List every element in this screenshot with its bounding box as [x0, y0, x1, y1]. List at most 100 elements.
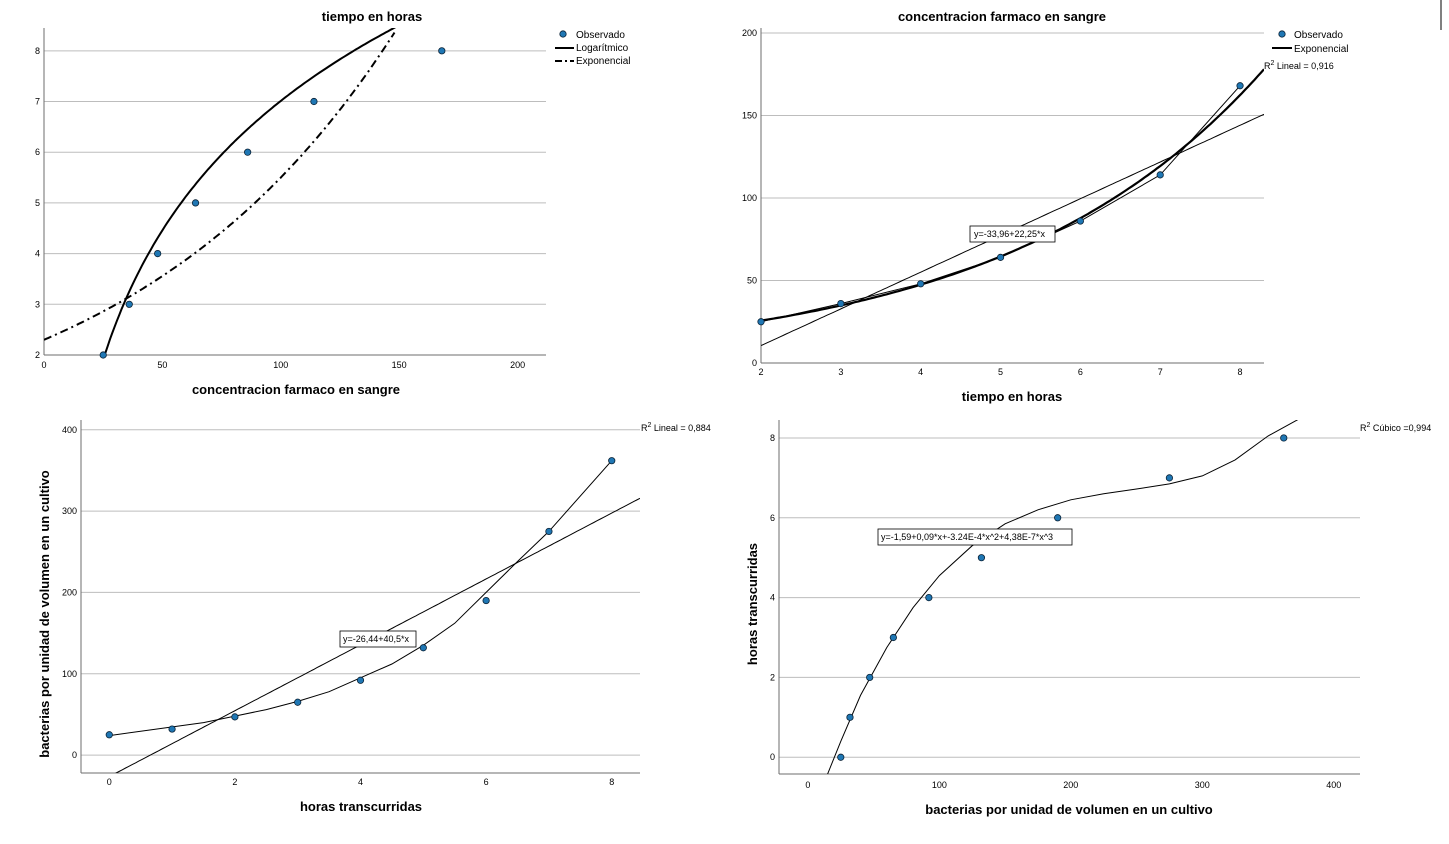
legend-observed-marker [559, 30, 567, 38]
y-tick-label: 7 [35, 97, 40, 107]
chart2-r2-label: R2 Lineal = 0,916 [1264, 60, 1334, 71]
y-tick-label: 2 [770, 672, 775, 682]
x-tick-label: 8 [1238, 367, 1243, 377]
y-tick-label: 8 [770, 433, 775, 443]
curve-cúbico [827, 420, 1299, 774]
x-tick-label: 2 [758, 367, 763, 377]
data-point [866, 673, 874, 682]
x-tick-label: 200 [1063, 780, 1078, 790]
data-point [757, 318, 765, 326]
legend-exp-label: Exponencial [576, 56, 630, 67]
data-point [917, 280, 925, 288]
y-tick-label: 4 [770, 593, 775, 603]
y-tick-label: 200 [742, 28, 757, 38]
x-tick-label: 0 [107, 777, 112, 787]
chart4-y-axis-label: horas transcurridas [745, 543, 760, 665]
x-tick-label: 150 [392, 360, 407, 370]
y-tick-label: 300 [62, 506, 77, 516]
chart-bacterias-vs-horas: 0 100 200 300 400 0 2 4 6 8 horas transcurridas b… [37, 420, 711, 814]
y-tick-label: 8 [35, 46, 40, 56]
data-point [608, 457, 616, 465]
data-point [925, 593, 933, 602]
data-point [438, 47, 446, 55]
x-tick-label: 2 [232, 777, 237, 787]
data-point [996, 253, 1005, 261]
data-point [889, 633, 897, 642]
data-point [1054, 514, 1062, 522]
y-tick-label: 0 [752, 358, 757, 368]
y-tick-label: 3 [35, 299, 40, 309]
x-tick-label: 0 [805, 780, 810, 790]
data-point [105, 731, 113, 739]
legend-exp-label: Exponencial [1294, 44, 1348, 55]
x-tick-label: 6 [1078, 367, 1083, 377]
data-point [846, 713, 854, 721]
chart1-legend: Observado Logarítmico Exponencial [555, 30, 630, 67]
chart1-title: tiempo en horas [322, 9, 422, 24]
x-tick-label: 3 [838, 367, 843, 377]
chart3-x-axis-label: horas transcurridas [300, 799, 422, 814]
x-tick-label: 100 [273, 360, 288, 370]
y-tick-label: 6 [770, 513, 775, 523]
x-tick-label: 50 [157, 360, 167, 370]
x-tick-label: 8 [609, 777, 614, 787]
y-tick-label: 100 [62, 669, 77, 679]
chart2-x-axis-label: tiempo en horas [962, 389, 1062, 404]
chart4-equation: y=-1,59+0,09*x+-3.24E-4*x^2+4,38E-7*x^3 [881, 532, 1053, 542]
chart2-title: concentracion farmaco en sangre [898, 9, 1106, 24]
chart3-equation-box [339, 630, 417, 648]
chart3-equation: y=-26,44+40,5*x [343, 634, 410, 644]
chart1-x-axis-label: concentracion farmaco en sangre [192, 382, 400, 397]
curve-interpolación [761, 85, 1241, 323]
x-tick-label: 300 [1195, 780, 1210, 790]
data-point [231, 713, 239, 721]
y-tick-label: 0 [72, 750, 77, 760]
curve-logarítmico [103, 28, 397, 355]
y-tick-label: 50 [747, 275, 757, 285]
y-tick-label: 150 [742, 110, 757, 120]
y-tick-label: 5 [35, 198, 40, 208]
x-tick-label: 200 [510, 360, 525, 370]
data-point [1165, 474, 1174, 482]
curve-suavizado [109, 460, 613, 737]
data-point [154, 250, 162, 258]
legend-observed-label: Observado [1294, 30, 1343, 41]
x-tick-label: 5 [998, 367, 1003, 377]
x-tick-label: 0 [41, 360, 46, 370]
chart4-r2-label: R2 Cúbico =0,994 [1360, 422, 1431, 433]
chart2-equation: y=-33,96+22,25*x [974, 229, 1046, 239]
curve-exponencial [761, 68, 1264, 322]
data-point [837, 299, 845, 308]
y-tick-label: 2 [35, 350, 40, 360]
data-point [977, 554, 986, 562]
y-tick-label: 400 [62, 425, 77, 435]
y-tick-label: 6 [35, 147, 40, 157]
chart-horas-vs-bacterias: 0 2 4 6 8 0 100 200 300 400 bacterias por unidad … [745, 420, 1431, 817]
legend-log-label: Logarítmico [576, 43, 629, 54]
chart2-legend: Observado Exponencial [1272, 30, 1348, 55]
y-tick-label: 100 [742, 193, 757, 203]
data-point [1156, 171, 1164, 179]
data-point [419, 644, 427, 652]
x-tick-label: 7 [1158, 367, 1163, 377]
chart-tiempo-vs-concentracion: 2 3 4 5 6 7 8 0 50 100 150 200 tiempo en horas conc… [35, 9, 631, 397]
data-point [1236, 82, 1244, 90]
x-tick-label: 4 [918, 367, 923, 377]
x-tick-label: 4 [358, 777, 363, 787]
data-point [1076, 217, 1084, 225]
data-point [191, 199, 200, 207]
y-tick-label: 4 [35, 249, 40, 259]
y-tick-label: 0 [770, 752, 775, 762]
legend-observed-marker [1278, 30, 1286, 38]
data-point [545, 527, 553, 536]
chart3-y-axis-label: bacterias por unidad de volumen en un cu… [37, 470, 52, 758]
x-tick-label: 6 [484, 777, 489, 787]
data-point [837, 753, 845, 761]
data-point [310, 97, 318, 106]
chart4-x-axis-label: bacterias por unidad de volumen en un cu… [925, 802, 1213, 817]
data-point [99, 351, 107, 359]
curve-exponencial [44, 32, 396, 341]
x-tick-label: 400 [1326, 780, 1341, 790]
chart-concentracion-vs-tiempo: 0 50 100 150 200 2 3 4 5 6 7 8 concentracion farmac… [742, 9, 1349, 404]
